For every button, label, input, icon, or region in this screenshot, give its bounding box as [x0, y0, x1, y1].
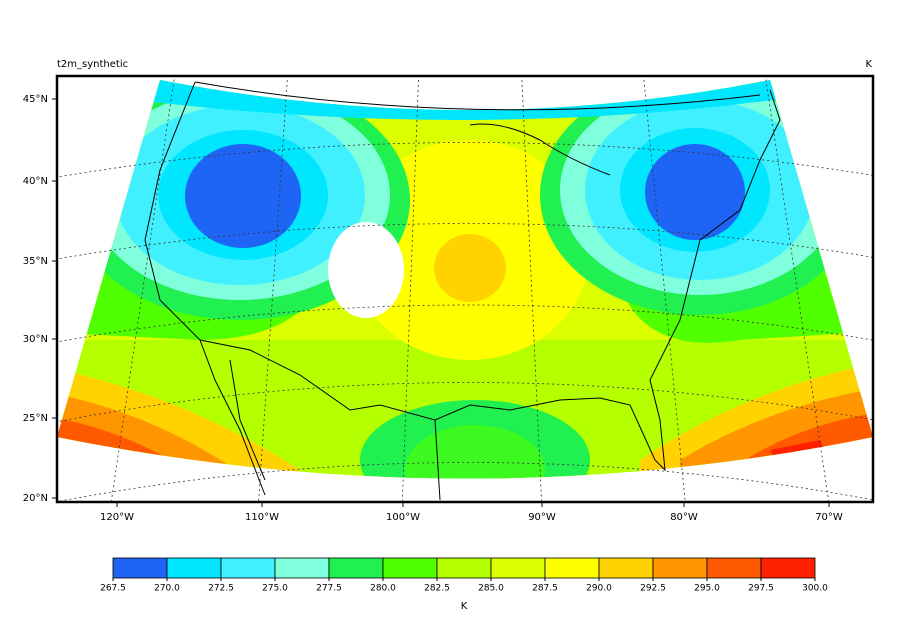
colorbar-bin: [544, 557, 600, 579]
lat-label: 30°N: [23, 334, 48, 345]
colorbar-bin: [490, 557, 546, 579]
lon-label: 70°W: [815, 512, 843, 523]
colorbar-bin: [598, 557, 654, 579]
colorbar-tick-label: 300.0: [802, 584, 828, 594]
lat-label: 20°N: [23, 493, 48, 504]
colorbar-tick-label: 277.5: [316, 584, 342, 594]
map-frame: [55, 74, 875, 504]
colorbar-bin: [274, 557, 330, 579]
colorbar-bin: [382, 557, 438, 579]
map-title: t2m_synthetic: [57, 59, 128, 70]
colorbar-tick-label: 287.5: [532, 584, 558, 594]
lon-label: 120°W: [100, 512, 134, 523]
colorbar-bin: [436, 557, 492, 579]
colorbar-bin: [652, 557, 708, 579]
colorbar-tick-label: 270.0: [154, 584, 180, 594]
lat-label: 45°N: [23, 94, 48, 105]
colorbar-tick-label: 292.5: [640, 584, 666, 594]
colorbar-tick-label: 295.0: [694, 584, 720, 594]
colorbar-tick-label: 280.0: [370, 584, 396, 594]
colorbar-bin: [220, 557, 276, 579]
colorbar-tick-label: 297.5: [748, 584, 774, 594]
colorbar-tick-label: 282.5: [424, 584, 450, 594]
colorbar-bin: [328, 557, 384, 579]
lat-label: 35°N: [23, 256, 48, 267]
colorbar-tick-label: 285.0: [478, 584, 504, 594]
colorbar-bin: [166, 557, 222, 579]
colorbar-bin: [760, 557, 816, 579]
colorbar-tick-label: 272.5: [208, 584, 234, 594]
map-units: K: [865, 59, 872, 70]
colorbar-bin: [706, 557, 762, 579]
colorbar-tick-label: 275.0: [262, 584, 288, 594]
colorbar-tick-label: 290.0: [586, 584, 612, 594]
lat-label: 25°N: [23, 413, 48, 424]
lon-label: 100°W: [386, 512, 420, 523]
lon-label: 110°W: [245, 512, 279, 523]
lat-label: 40°N: [23, 176, 48, 187]
colorbar-bin: [112, 557, 168, 579]
colorbar-label: K: [461, 601, 468, 612]
lon-label: 90°W: [528, 512, 556, 523]
colorbar-tick-label: 267.5: [100, 584, 126, 594]
lon-label: 80°W: [670, 512, 698, 523]
